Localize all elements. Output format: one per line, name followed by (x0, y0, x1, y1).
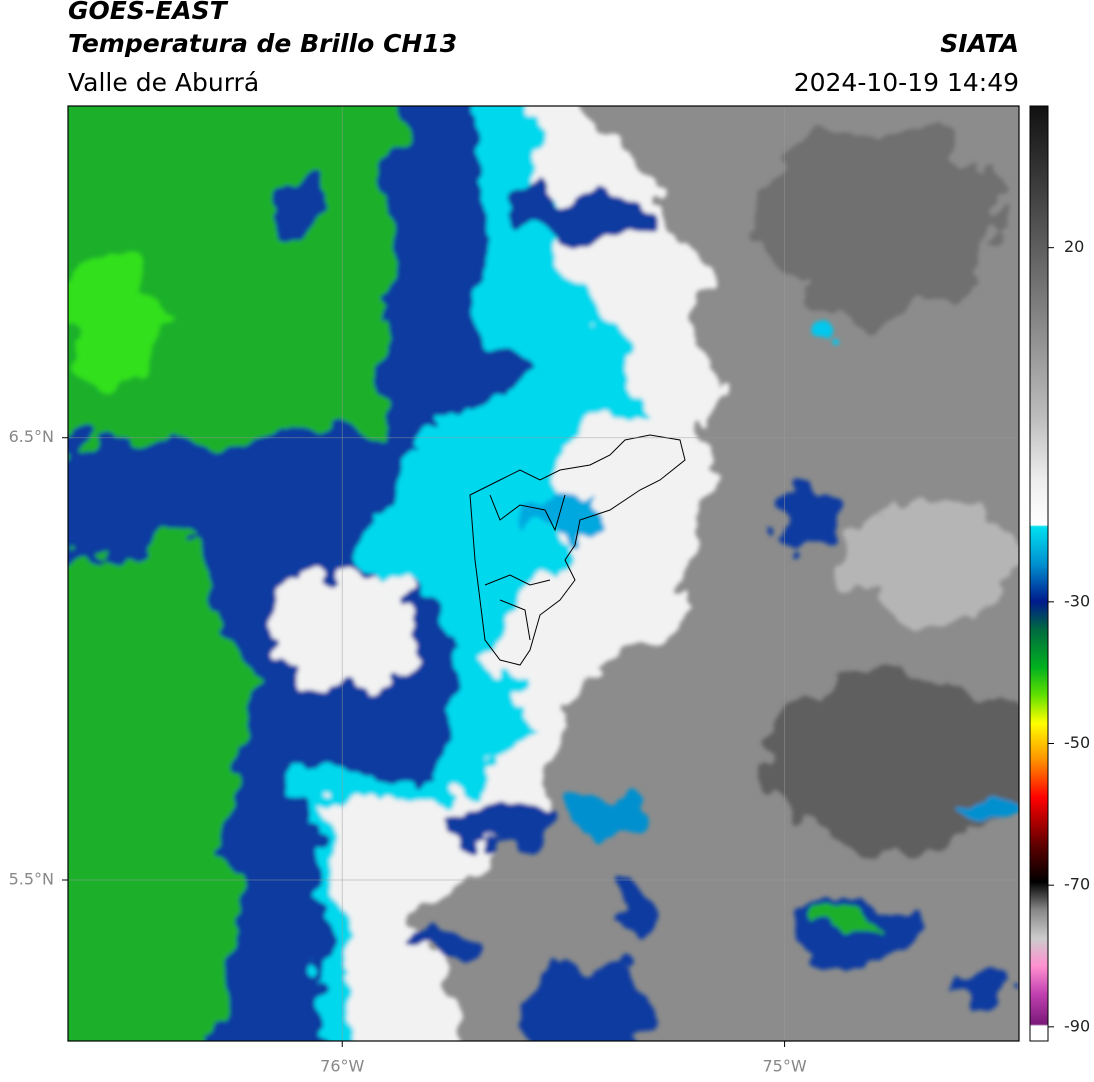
agency: SIATA (940, 29, 1019, 58)
x-tick-label: 75°W (762, 1057, 806, 1076)
colder-area (780, 490, 840, 550)
cold-area (806, 324, 834, 356)
colder-area (410, 925, 490, 955)
colorbar-tick-label: -70 (1064, 875, 1090, 894)
colder-area (510, 960, 650, 1041)
colder-area (955, 980, 1005, 1000)
coldest-area (68, 260, 160, 380)
title: GOES-EAST (68, 0, 229, 25)
subtitle: Temperatura de Brillo CH13 (68, 29, 457, 58)
cool-area (840, 500, 1019, 620)
y-tick-label: 6.5°N (9, 427, 54, 446)
colorbar-tick-label: -30 (1064, 591, 1090, 610)
map-frame (67, 105, 1020, 1042)
y-tick-label: 5.5°N (9, 870, 54, 889)
cold-area (510, 500, 610, 540)
warm-area (760, 120, 1000, 320)
warm-area (760, 670, 1019, 850)
colorbar-tick-label: -50 (1064, 733, 1090, 752)
colorbar (1029, 105, 1049, 1042)
colorbar-tick-label: -90 (1064, 1016, 1090, 1035)
cold-area (570, 795, 650, 845)
coldest-area (815, 911, 875, 939)
colorbar-tick-label: 20 (1064, 237, 1084, 256)
colder-area (455, 803, 545, 847)
cloud-layers (68, 106, 1019, 1041)
satellite-image (68, 106, 1019, 1041)
graticule (68, 106, 1019, 1041)
x-tick-label: 76°W (320, 1057, 364, 1076)
datetime: 2024-10-19 14:49 (794, 68, 1019, 97)
colder-area (265, 185, 335, 235)
colder-area (510, 193, 650, 237)
colder-area (610, 885, 650, 935)
cold-area (960, 796, 1019, 824)
cool-area (270, 570, 410, 690)
region: Valle de Aburrá (68, 68, 259, 97)
municipal-boundaries (469, 434, 686, 666)
